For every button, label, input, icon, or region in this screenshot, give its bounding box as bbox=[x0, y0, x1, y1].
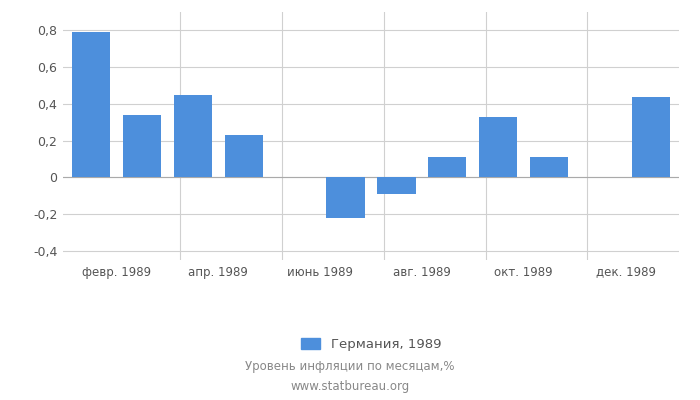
Bar bbox=[225, 135, 262, 177]
Bar bbox=[530, 157, 568, 177]
Bar bbox=[326, 177, 365, 218]
Bar bbox=[377, 177, 416, 194]
Legend: Германия, 1989: Германия, 1989 bbox=[294, 331, 448, 358]
Bar bbox=[428, 157, 466, 177]
Bar bbox=[122, 115, 161, 177]
Bar bbox=[480, 117, 517, 177]
Bar bbox=[72, 32, 110, 177]
Text: Уровень инфляции по месяцам,%: Уровень инфляции по месяцам,% bbox=[245, 360, 455, 373]
Bar bbox=[174, 95, 212, 177]
Text: www.statbureau.org: www.statbureau.org bbox=[290, 380, 410, 393]
Bar bbox=[632, 96, 670, 177]
